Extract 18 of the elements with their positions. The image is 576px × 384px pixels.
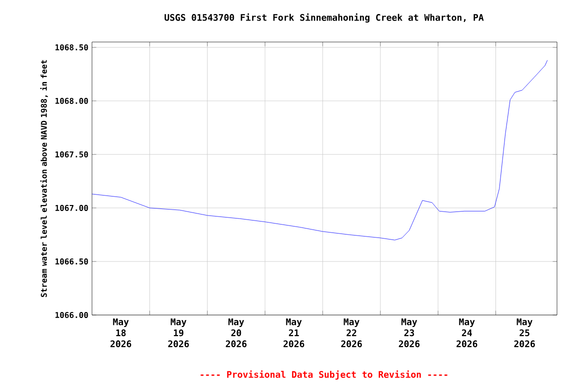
y-tick-label: 1067.50 (55, 151, 88, 158)
x-tick-label: May 23 2026 (398, 318, 420, 348)
x-tick-label: May 21 2026 (284, 318, 304, 348)
x-tick-label: May 25 2026 (514, 318, 535, 348)
line-series (92, 60, 548, 240)
y-tick-label: 1066.50 (55, 258, 88, 265)
text: ---- Provisional Data Subject to Revision ---- (200, 370, 448, 380)
y-tick-label: 1068.50 (55, 44, 88, 50)
x-tick-label: May 24 2026 (456, 318, 478, 348)
y-axis-title: Stream water level elevation above NAVD 1988, in feet (40, 60, 48, 298)
x-tick-label: May 22 2026 (341, 318, 362, 348)
x-tick-label: May 20 2026 (226, 318, 247, 348)
y-tick-label: 1068.00 (55, 98, 88, 104)
chart-title: USGS 01543700 First Fork Sinnemahoning Creek at Wharton, PA (164, 13, 484, 23)
y-tick-label: 1066.00 (55, 312, 88, 318)
y-tick-label: 1067.00 (55, 204, 88, 211)
x-tick-label: May 19 2026 (168, 318, 189, 348)
x-tick-label: May 18 2026 (110, 318, 132, 348)
